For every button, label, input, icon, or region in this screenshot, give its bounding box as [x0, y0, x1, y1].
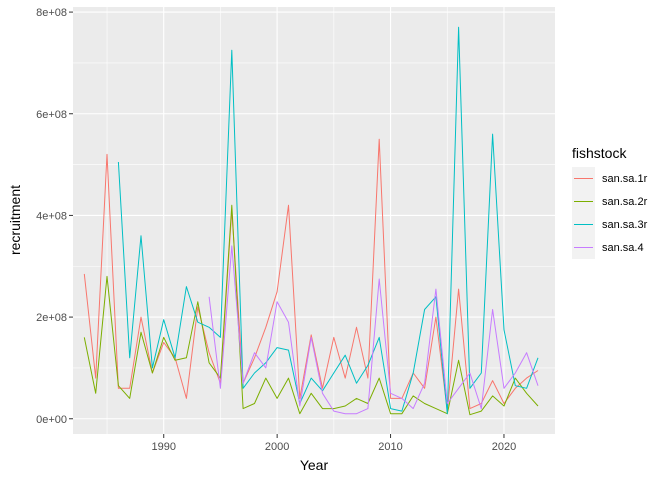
- y-tick-label: 4e+08: [36, 210, 67, 222]
- series-line-san-sa-4: [208, 245, 539, 415]
- legend-item-san-sa-2r: san.sa.2r: [572, 190, 648, 213]
- x-tick-label: 2020: [492, 441, 516, 453]
- x-tick-label: 1990: [151, 441, 175, 453]
- legend-item-san-sa-1r: san.sa.1r: [572, 167, 648, 190]
- series-layer: [83, 26, 539, 416]
- x-tick-label: 2010: [378, 441, 402, 453]
- series-line-san-sa-2r: [83, 204, 539, 416]
- series-line-san-sa-3r: [117, 26, 539, 415]
- legend-label: san.sa.2r: [602, 196, 648, 208]
- series-line-san-sa-1r: [83, 138, 539, 412]
- major-gridlines: [73, 7, 555, 434]
- legend-label: san.sa.4: [602, 242, 644, 254]
- y-tick-label: 2e+08: [36, 312, 67, 324]
- legend-label: san.sa.1r: [602, 173, 648, 185]
- legend-items: san.sa.1r san.sa.2r san.sa.3r san.sa.4: [572, 167, 648, 259]
- y-axis-title: recruitment: [7, 185, 23, 255]
- legend-item-san-sa-3r: san.sa.3r: [572, 213, 648, 236]
- y-tick-label: 0e+00: [36, 414, 67, 426]
- legend-label: san.sa.3r: [602, 219, 648, 231]
- x-axis-title: Year: [300, 457, 329, 473]
- minor-gridlines: [73, 7, 555, 434]
- legend: fishstock san.sa.1rsan.sa.2rsan.sa.3rsan…: [572, 145, 648, 259]
- legend-item-san-sa-4: san.sa.4: [572, 236, 644, 259]
- plot-panel: [73, 7, 555, 434]
- y-tick-label: 8e+08: [36, 7, 67, 19]
- x-axis-ticks: 1990 2000 2010 2020: [151, 434, 516, 453]
- x-tick-label: 2000: [265, 441, 289, 453]
- y-tick-label: 6e+08: [36, 109, 67, 121]
- legend-title: fishstock: [572, 145, 627, 161]
- y-axis-ticks: 0e+00 2e+08 4e+08 6e+08 8e+08: [36, 7, 73, 426]
